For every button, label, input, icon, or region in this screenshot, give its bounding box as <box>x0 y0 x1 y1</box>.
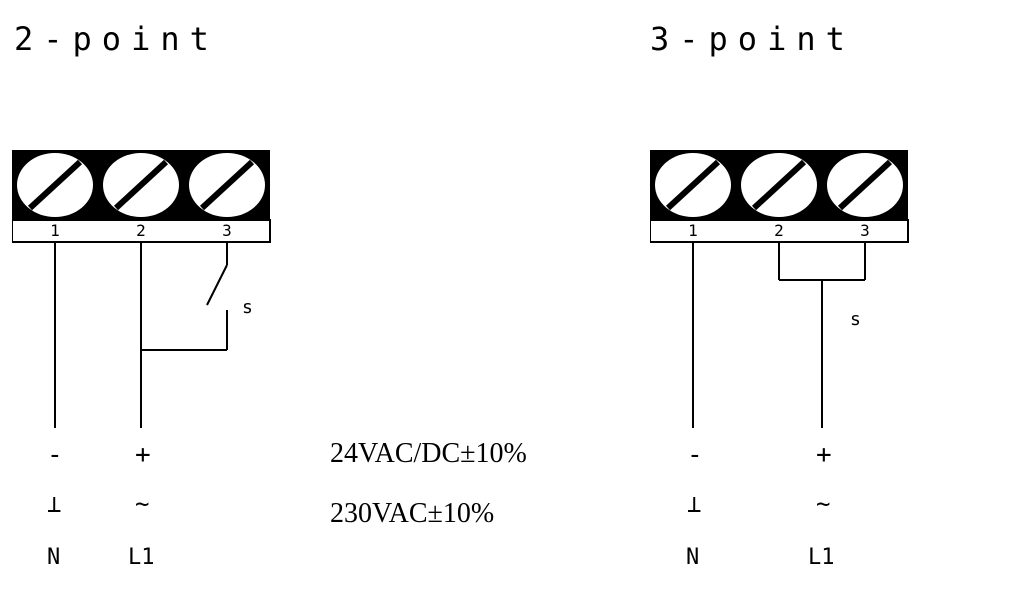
left-ac: ~ <box>135 490 149 518</box>
left-ground: ⊥ <box>47 490 61 518</box>
svg-text:1: 1 <box>50 221 60 240</box>
svg-text:2: 2 <box>774 221 784 240</box>
right-plus: + <box>816 440 832 470</box>
right-line: L1 <box>808 545 835 570</box>
left-minus: - <box>47 440 63 470</box>
svg-text:s: s <box>242 297 253 318</box>
svg-text:3: 3 <box>222 221 232 240</box>
svg-text:2: 2 <box>136 221 146 240</box>
voltage-230v: 230VAC±10% <box>330 498 494 530</box>
terminal-block-left: 1 2 3 s <box>12 150 292 430</box>
left-neutral: N <box>47 545 60 570</box>
title-2point: 2-point <box>14 20 219 58</box>
left-line: L1 <box>128 545 155 570</box>
right-ground: ⊥ <box>687 490 701 518</box>
svg-text:1: 1 <box>688 221 698 240</box>
diagram-2point: 1 2 3 s <box>12 150 292 435</box>
terminal-block-right: 1 2 3 s <box>650 150 930 430</box>
svg-text:3: 3 <box>860 221 870 240</box>
voltage-24v: 24VAC/DC±10% <box>330 438 527 470</box>
svg-text:s: s <box>850 309 861 330</box>
right-ac: ~ <box>816 490 830 518</box>
title-3point: 3-point <box>650 20 855 58</box>
right-neutral: N <box>686 545 699 570</box>
right-minus: - <box>687 440 703 470</box>
left-plus: + <box>135 440 151 470</box>
diagram-3point: 1 2 3 s <box>650 150 930 435</box>
